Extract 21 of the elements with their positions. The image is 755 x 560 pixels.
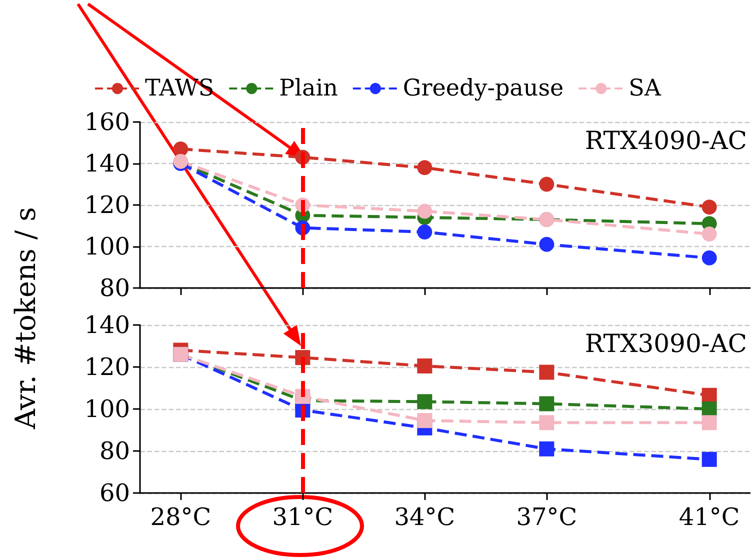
y-tick-label: 140 — [84, 150, 130, 178]
legend-label: Greedy-pause — [402, 76, 564, 102]
y-tick-label: 60 — [99, 479, 130, 507]
y-axis-title: Avr. #tokens / s — [8, 206, 43, 432]
y-tick-label: 80 — [99, 437, 130, 465]
y-tick-label: 140 — [84, 311, 130, 339]
y-tick-label: 160 — [84, 108, 130, 136]
x-tick-label: 28°C — [150, 503, 212, 531]
legend-label: SA — [628, 76, 662, 102]
annotation: RTX3090-AC — [584, 329, 747, 358]
x-tick-label: 31°C — [272, 503, 334, 531]
y-tick-label: 100 — [84, 232, 130, 260]
annotation: RTX4090-AC — [584, 126, 747, 155]
y-tick-label: 120 — [84, 353, 130, 381]
y-tick-label: 120 — [84, 191, 130, 219]
y-tick-label: 80 — [99, 274, 130, 302]
x-tick-label: 37°C — [516, 503, 578, 531]
y-tick-label: 100 — [84, 395, 130, 423]
legend-label: Plain — [279, 76, 338, 102]
x-tick-label: 41°C — [678, 503, 740, 531]
x-tick-label: 34°C — [394, 503, 456, 531]
